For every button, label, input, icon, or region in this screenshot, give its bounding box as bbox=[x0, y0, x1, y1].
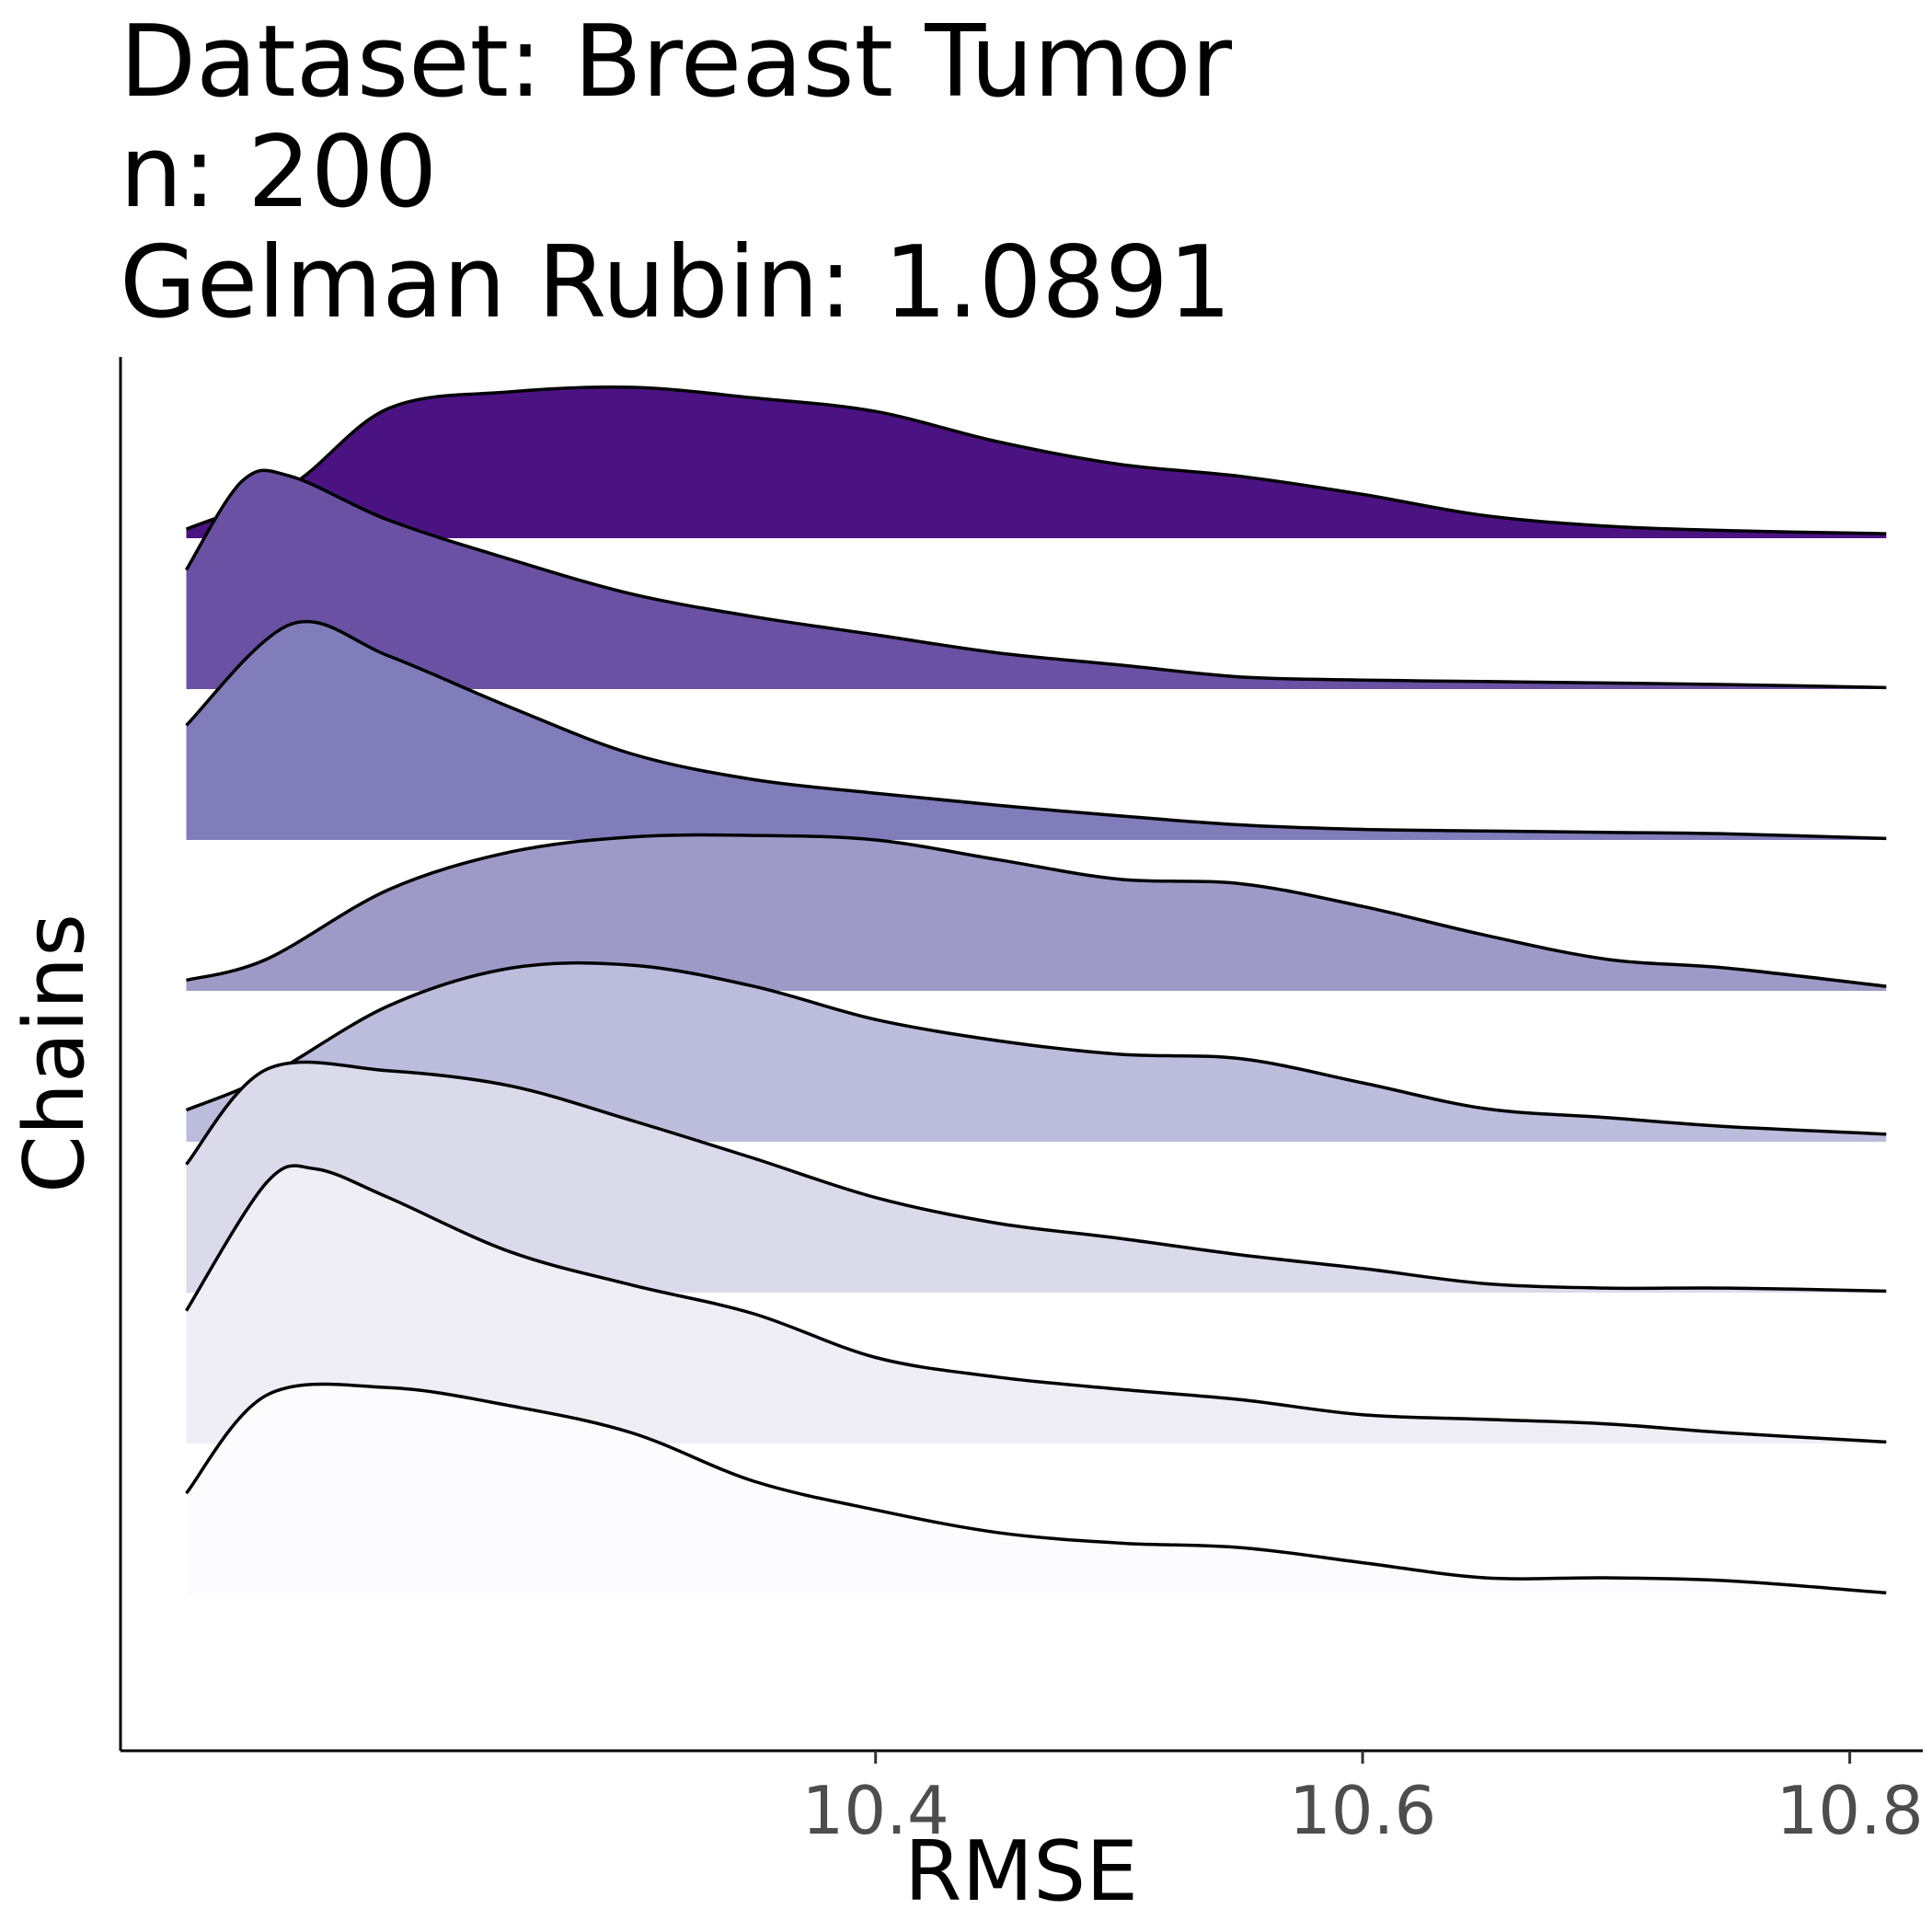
ridge-chain-5 bbox=[185, 960, 1887, 1142]
ridge-area-chain-7 bbox=[186, 1166, 1887, 1443]
x-tick-label: 10.4 bbox=[802, 1772, 949, 1849]
ridge-line-chain-4 bbox=[186, 833, 1887, 988]
ridge-area-chain-4 bbox=[186, 834, 1887, 991]
ridge-area-chain-6 bbox=[186, 1062, 1887, 1293]
x-tick-label: 10.6 bbox=[1289, 1772, 1436, 1849]
ridge-line-chain-6 bbox=[185, 1060, 1887, 1294]
ridge-line-chain-8 bbox=[185, 1382, 1887, 1595]
y-axis-title: Chains bbox=[6, 914, 103, 1193]
ridge-area-chain-5 bbox=[186, 962, 1887, 1142]
ridges-layer bbox=[185, 385, 1887, 1595]
x-ticks-layer: 10.4 10.6 10.8 bbox=[802, 1751, 1924, 1849]
ridge-line-chain-1 bbox=[185, 385, 1887, 535]
ridge-line-chain-5 bbox=[185, 960, 1887, 1136]
ridge-line-chain-2 bbox=[185, 468, 1887, 690]
x-tick-label: 10.8 bbox=[1776, 1772, 1923, 1849]
ridge-chain-6 bbox=[185, 1060, 1887, 1294]
ridge-area-chain-8 bbox=[186, 1384, 1887, 1594]
ridge-chain-4 bbox=[186, 833, 1887, 991]
ridge-line-chain-3 bbox=[185, 619, 1887, 841]
ridge-chain-8 bbox=[185, 1382, 1887, 1595]
x-axis-title: RMSE bbox=[904, 1823, 1138, 1920]
ridge-area-chain-3 bbox=[186, 621, 1887, 840]
chart-title-line-dataset: Dataset: Breast Tumor bbox=[120, 5, 1233, 120]
chart-title-line-n: n: 200 bbox=[120, 115, 438, 230]
ridge-chain-1 bbox=[185, 385, 1887, 538]
ridge-chain-3 bbox=[185, 619, 1887, 841]
chart-title-line-gelman-rubin: Gelman Rubin: 1.0891 bbox=[120, 225, 1232, 340]
ridge-area-chain-2 bbox=[186, 470, 1887, 689]
ridge-line-chain-7 bbox=[185, 1164, 1887, 1444]
ridge-chain-7 bbox=[185, 1164, 1887, 1444]
ridge-chain-2 bbox=[185, 468, 1887, 690]
chart-title-block: Dataset: Breast Tumor n: 200 Gelman Rubi… bbox=[120, 7, 1868, 339]
ridge-area-chain-1 bbox=[186, 386, 1887, 538]
